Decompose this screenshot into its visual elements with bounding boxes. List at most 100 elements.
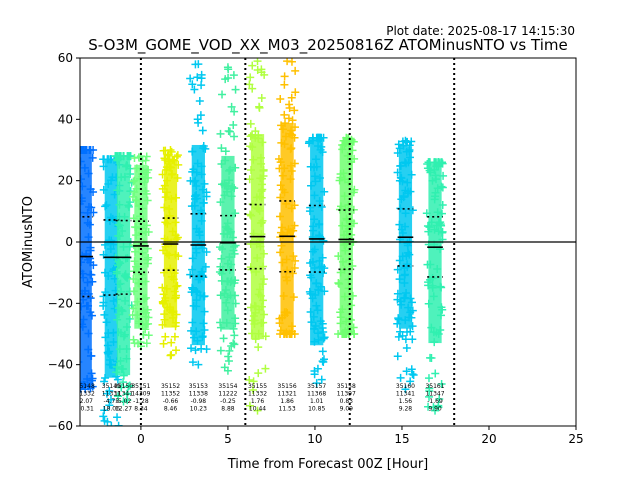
data-point: [309, 312, 318, 321]
data-point: [277, 241, 286, 250]
data-point: [311, 177, 320, 186]
stat-label: 11332: [76, 391, 95, 398]
y-tick-label: 60: [58, 51, 73, 65]
data-point: [221, 286, 230, 295]
data-point: [190, 177, 199, 186]
data-point: [431, 171, 440, 180]
data-point: [162, 284, 171, 293]
data-point: [80, 182, 87, 191]
data-point: [229, 339, 238, 348]
data-point: [252, 203, 261, 212]
data-point: [168, 227, 177, 236]
plot-content: 3514811332-2.0710.313514911331-4.7518.06…: [76, 58, 576, 426]
data-point: [319, 333, 328, 342]
data-point: [397, 174, 406, 183]
data-point: [313, 364, 322, 373]
data-point: [398, 228, 407, 237]
stat-label: 35148: [76, 383, 95, 390]
data-point: [245, 401, 254, 410]
data-point: [230, 331, 239, 340]
data-point: [438, 200, 447, 209]
data-point: [398, 252, 407, 261]
data-point: [280, 140, 289, 149]
data-point: [277, 121, 286, 130]
data-point: [317, 203, 326, 212]
data-point: [167, 195, 176, 204]
data-series-2: [111, 152, 136, 406]
data-point: [280, 110, 289, 119]
data-point: [282, 255, 291, 264]
data-point: [400, 294, 409, 303]
data-point: [436, 326, 445, 335]
data-point: [186, 270, 195, 279]
stat-label: 8.34: [134, 406, 148, 413]
data-point: [228, 182, 237, 191]
data-point: [116, 356, 125, 365]
data-point: [393, 168, 402, 177]
data-point: [347, 158, 356, 167]
data-point: [83, 208, 92, 217]
data-point: [306, 162, 315, 171]
data-point: [199, 319, 208, 328]
data-point: [116, 328, 125, 337]
data-point: [335, 176, 344, 185]
data-point: [246, 132, 255, 141]
stat-label: 11341: [114, 391, 133, 398]
stat-label: 35160: [396, 383, 415, 390]
data-point: [257, 94, 266, 103]
data-point: [218, 180, 227, 189]
data-point: [312, 279, 321, 288]
data-point-extreme: [431, 158, 440, 167]
data-point: [278, 171, 287, 180]
data-point: [202, 188, 211, 197]
data-point: [247, 211, 256, 220]
data-point: [226, 278, 235, 287]
data-point: [129, 335, 138, 344]
data-point-extreme: [119, 397, 128, 406]
data-point: [409, 370, 418, 379]
data-point: [114, 257, 123, 266]
data-point: [133, 297, 142, 306]
data-point: [216, 323, 225, 332]
data-point: [190, 201, 199, 210]
data-series-0: [80, 146, 98, 394]
stat-label: -0.66: [163, 398, 179, 405]
data-point: [437, 380, 446, 389]
data-point: [274, 154, 283, 163]
data-point: [259, 249, 268, 258]
data-point: [310, 370, 319, 379]
stat-label: 35156: [278, 383, 297, 390]
data-point: [344, 284, 353, 293]
data-point: [227, 192, 236, 201]
data-point: [284, 225, 293, 234]
data-point: [173, 151, 182, 160]
data-point: [86, 351, 95, 360]
data-point: [159, 339, 168, 348]
data-point: [130, 176, 139, 185]
data-point: [99, 298, 108, 307]
stat-label: 9.90: [428, 406, 442, 413]
data-point: [340, 192, 349, 201]
data-point: [225, 176, 234, 185]
data-point: [159, 290, 168, 299]
data-point: [402, 344, 411, 353]
data-point: [424, 392, 433, 401]
data-point: [144, 319, 153, 328]
data-point: [144, 331, 153, 340]
data-point: [158, 170, 167, 179]
data-point: [129, 274, 138, 283]
data-point: [188, 254, 197, 263]
data-point: [188, 147, 197, 156]
data-point-extreme: [283, 330, 292, 338]
data-point: [160, 181, 169, 190]
data-point: [160, 234, 169, 243]
data-point: [104, 329, 113, 338]
data-point: [168, 313, 177, 322]
data-point: [164, 157, 173, 166]
data-point: [433, 208, 442, 217]
stat-label: 11331: [102, 391, 121, 398]
data-point: [81, 287, 90, 296]
data-point: [257, 318, 266, 327]
data-point: [431, 369, 440, 378]
data-point: [438, 305, 447, 314]
